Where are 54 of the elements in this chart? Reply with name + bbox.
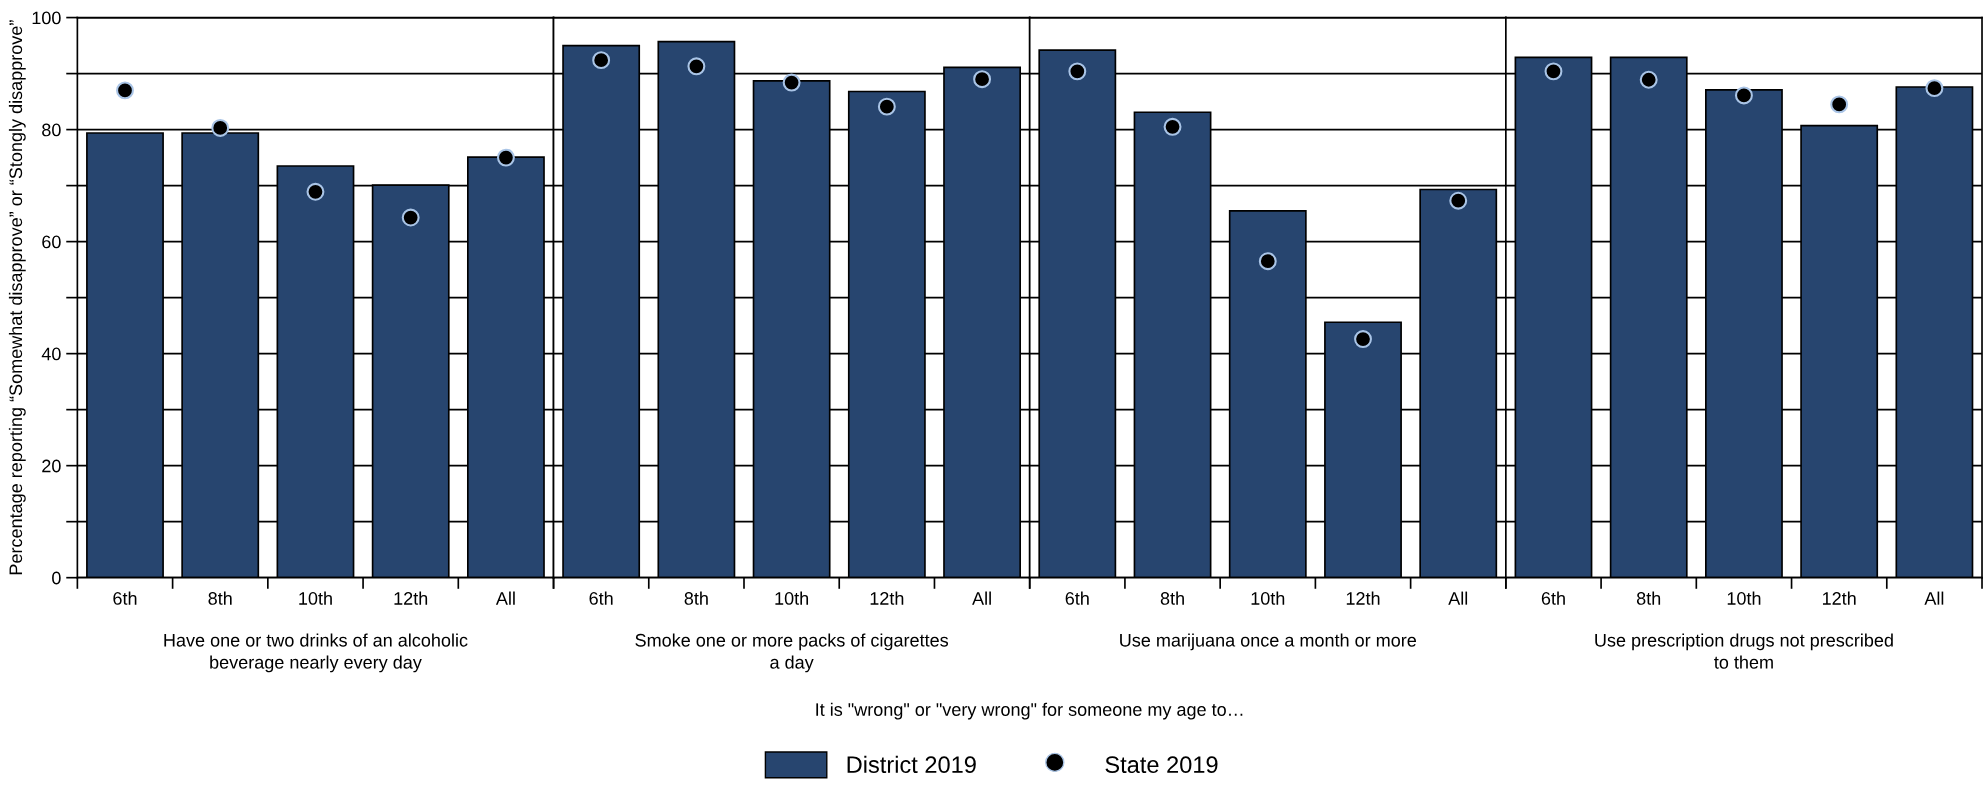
x-tick-label: 10th bbox=[1251, 591, 1285, 605]
x-axis-title: Smoke one or more packs of cigarettes a day bbox=[635, 633, 949, 673]
point bbox=[592, 51, 611, 70]
point bbox=[116, 81, 134, 100]
legend-label: District 2019 bbox=[847, 755, 976, 774]
x-tick-label: 12th bbox=[394, 591, 428, 605]
y-axis-title: Percentage reporting “Somewhat disapprove” or “Stongly disapprove” bbox=[8, 20, 26, 575]
point bbox=[496, 148, 515, 167]
x-tick-label: 6th bbox=[589, 591, 613, 605]
x-tick-label: 10th bbox=[1727, 591, 1761, 605]
x-tick-label: 8th bbox=[208, 591, 232, 605]
x-tick-label: 8th bbox=[1636, 591, 1661, 605]
x-tick-label: 12th bbox=[1346, 591, 1380, 605]
point bbox=[1163, 117, 1182, 136]
x-tick-label: All bbox=[495, 591, 515, 605]
x-axis-title: Have one or two drinks of an alcoholic beverage nearly every day bbox=[164, 633, 468, 673]
point bbox=[687, 57, 706, 76]
point bbox=[211, 118, 230, 137]
x-axis-title: Use marijuana once a month or more bbox=[1120, 633, 1417, 651]
y-tick-label: 80 bbox=[42, 123, 61, 137]
point bbox=[1734, 86, 1753, 105]
x-tick-label: 6th bbox=[1541, 591, 1565, 605]
x-tick-label: 12th bbox=[1822, 591, 1856, 605]
x-tick-label: All bbox=[1924, 591, 1944, 605]
y-tick-label: 20 bbox=[42, 459, 61, 473]
x-tick-label: 6th bbox=[113, 591, 137, 605]
y-tick-label: 0 bbox=[52, 571, 61, 585]
point bbox=[877, 97, 896, 116]
x-tick-label: All bbox=[972, 591, 991, 605]
point bbox=[1068, 62, 1087, 81]
point bbox=[306, 182, 325, 201]
point bbox=[1354, 330, 1372, 349]
x-axis-title: Use prescription drugs not prescribed to them bbox=[1595, 633, 1893, 669]
legend-label: State 2019 bbox=[1105, 756, 1218, 774]
y-tick-label: 60 bbox=[42, 235, 61, 249]
point bbox=[1830, 95, 1849, 114]
x-tick-label: 10th bbox=[775, 591, 809, 605]
point bbox=[1925, 79, 1944, 98]
x-tick-label: 8th bbox=[684, 591, 708, 605]
x-tick-label: 6th bbox=[1065, 591, 1089, 605]
point bbox=[1544, 62, 1563, 81]
text: It is "wrong" or "very wrong" for someone my age to… bbox=[816, 702, 1243, 720]
x-tick-label: 12th bbox=[870, 591, 904, 605]
point bbox=[1449, 191, 1468, 210]
y-tick-label: 100 bbox=[32, 11, 61, 25]
point bbox=[782, 73, 801, 92]
point bbox=[401, 208, 420, 227]
x-tick-label: All bbox=[1448, 591, 1468, 605]
point bbox=[1639, 70, 1658, 89]
point bbox=[1258, 252, 1277, 271]
x-tick-label: 8th bbox=[1160, 591, 1184, 605]
x-tick-label: 10th bbox=[299, 591, 332, 605]
point bbox=[973, 70, 992, 89]
y-tick-label: 40 bbox=[41, 347, 61, 361]
